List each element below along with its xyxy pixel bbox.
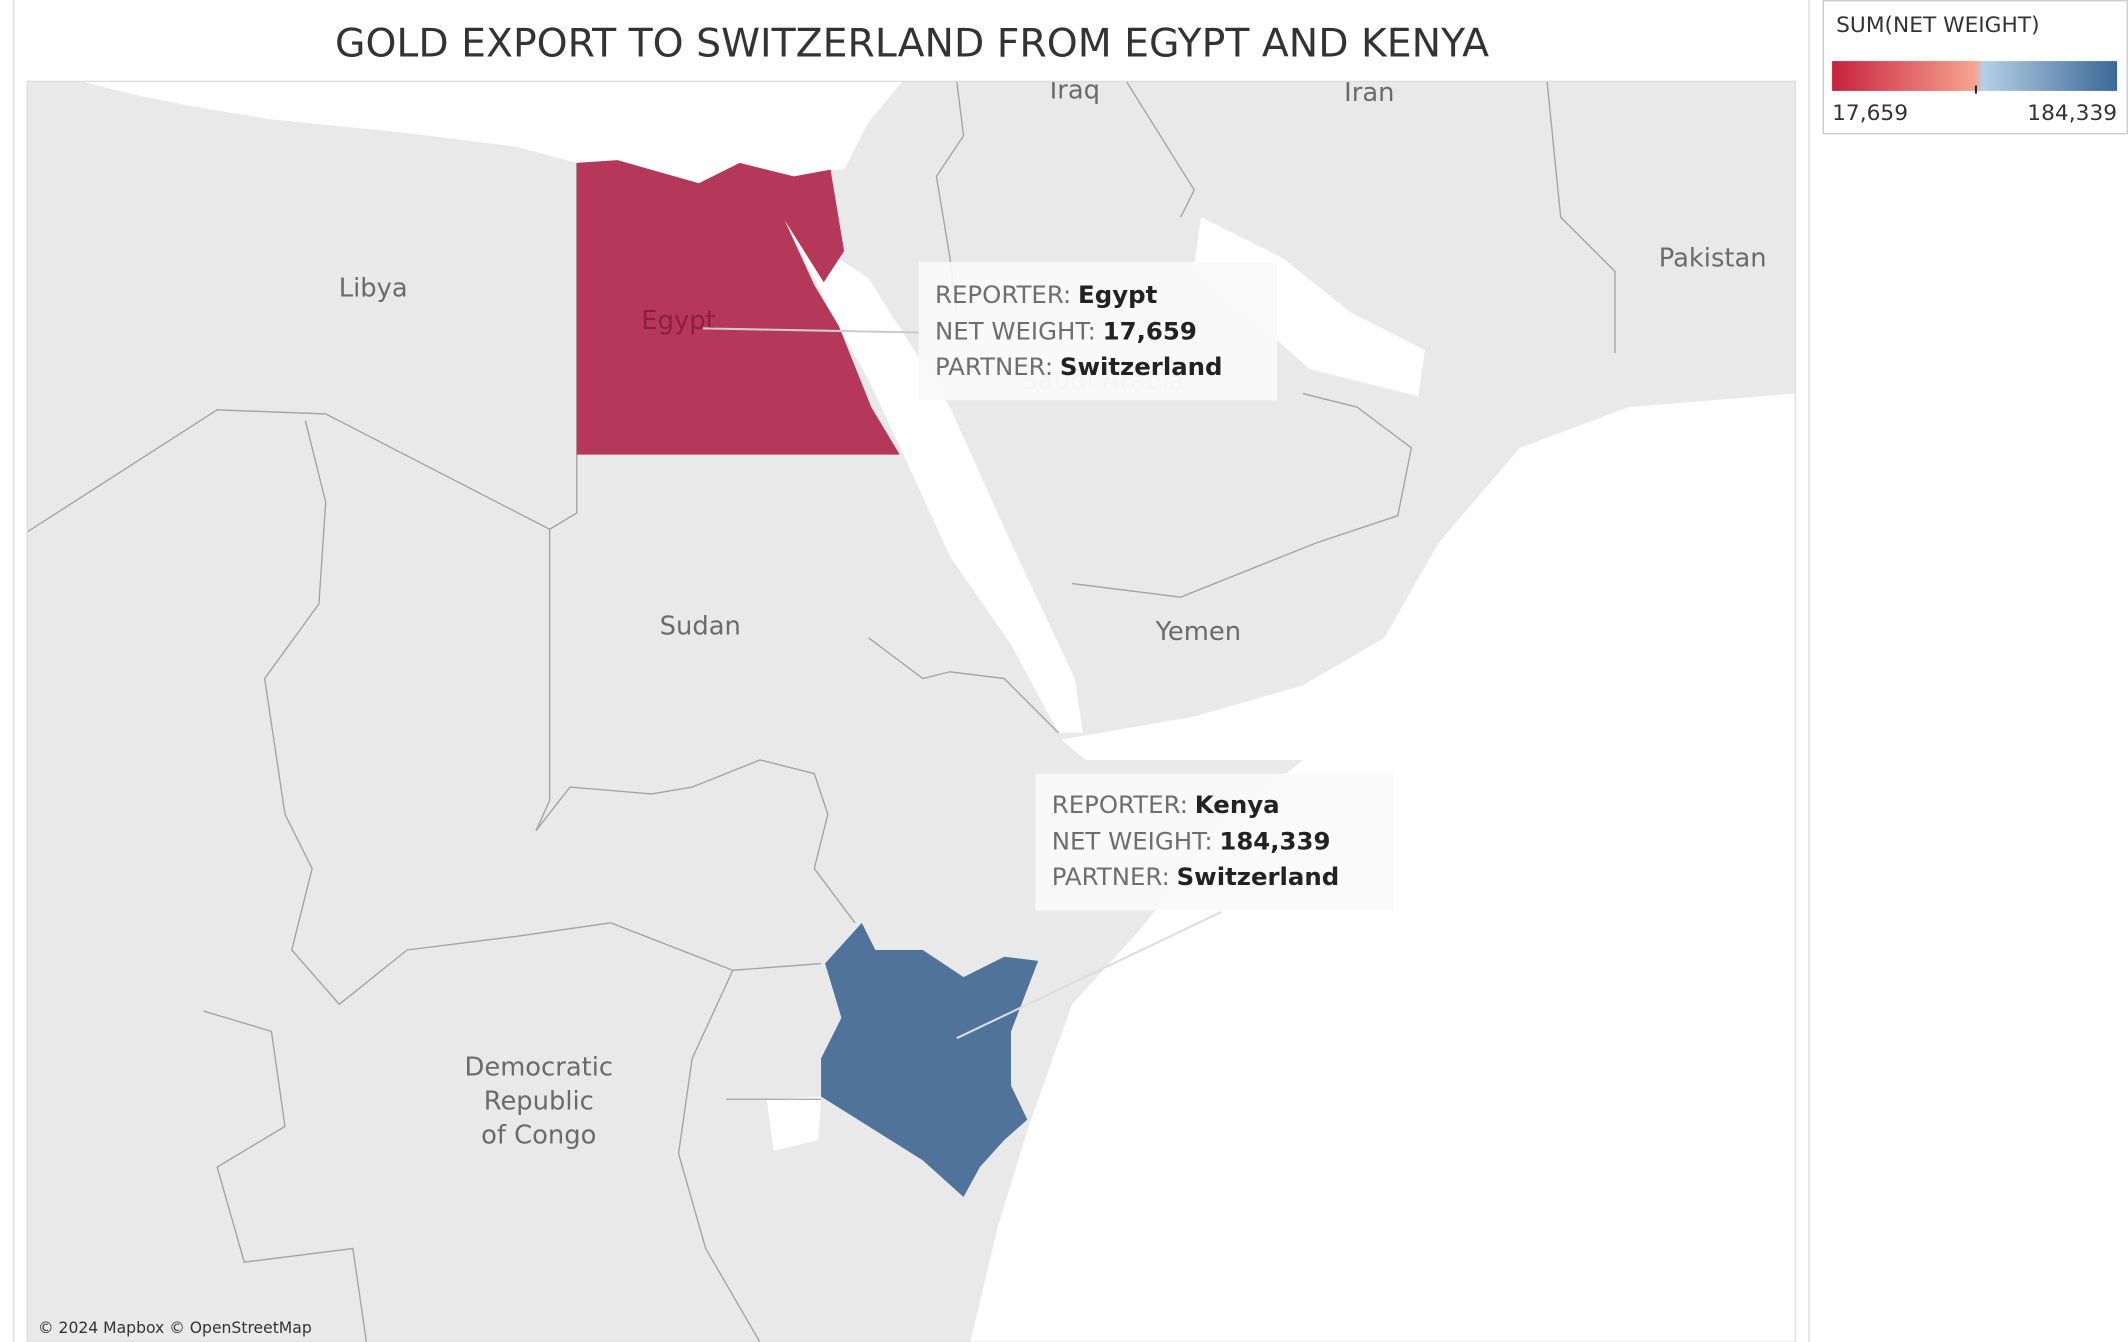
water [787,223,1083,733]
map-label: Libya [339,274,408,304]
tooltip-line: REPORTER: Egypt [935,280,1158,309]
legend: SUM(NET WEIGHT) 17,659 184,339 [1822,0,2128,135]
map-frame [26,80,1797,1342]
tooltip-box [918,261,1278,401]
egypt-region[interactable] [576,160,900,455]
map-labels: IraqIranLibyaEgyptSaudi ArabiaPakistanSu… [339,75,1767,1150]
field-value: 17,659 [1103,316,1197,345]
field-label: PARTNER: [1052,862,1170,891]
border [263,420,327,869]
map-label: Democratic [465,1053,614,1083]
border [203,1010,368,1342]
field-label: NET WEIGHT: [1052,827,1213,856]
map-label: of Congo [481,1120,596,1150]
tooltip-line: REPORTER: Kenya [1052,790,1280,819]
tooltip: REPORTER: Kenya NET WEIGHT: 184,339 PARTNE… [1035,773,1394,911]
map-label: Republic [484,1086,594,1116]
color-ramp [1832,61,2118,91]
tooltip: REPORTER: Egypt NET WEIGHT: 17,659 PARTNER… [918,261,1278,401]
map[interactable]: IraqIranLibyaEgyptSaudi ArabiaPakistanSu… [27,75,1796,1342]
field-label: REPORTER: [935,280,1071,309]
tooltip-box [1035,773,1394,911]
field-value: Egypt [1078,280,1158,309]
kenya-region[interactable] [821,922,1039,1197]
tooltip-line: NET WEIGHT: 184,339 [1052,827,1331,856]
field-value: Switzerland [1177,862,1340,891]
border [291,868,822,1006]
field-value: Switzerland [1060,352,1223,381]
map-label: Sudan [660,611,741,641]
water [766,1096,822,1151]
field-value: Kenya [1195,790,1280,819]
field-label: REPORTER: [1052,790,1188,819]
map-label: Iran [1344,78,1394,108]
border [535,759,856,924]
tooltip-line: PARTNER: Switzerland [935,352,1222,381]
borders [27,81,1616,1342]
map-label: Yemen [1155,617,1241,647]
legend-title: SUM(NET WEIGHT) [1836,13,2039,38]
map-label: Iraq [1050,75,1100,105]
tooltip-line: PARTNER: Switzerland [1052,862,1339,891]
border [868,637,1060,734]
field-label: NET WEIGHT: [935,316,1096,345]
map-label: Pakistan [1659,244,1767,274]
leader-line [702,327,919,334]
border [1072,392,1413,598]
water [1194,217,1425,397]
leader-line [956,911,1222,1040]
field-value: 184,339 [1219,827,1330,856]
water [27,81,903,184]
border [1546,81,1616,353]
map-label: Egypt [641,306,715,336]
border [1125,81,1196,218]
legend-min: 17,659 [1832,101,1908,126]
border [677,970,761,1342]
legend-max: 184,339 [2027,101,2117,126]
tooltip-line: NET WEIGHT: 17,659 [935,316,1197,345]
field-label: PARTNER: [935,352,1053,381]
border [27,409,550,533]
attribution: © 2024 Mapbox © OpenStreetMap [38,1319,312,1337]
title: GOLD EXPORT TO SWITZERLAND FROM EGYPT AN… [335,21,1489,67]
